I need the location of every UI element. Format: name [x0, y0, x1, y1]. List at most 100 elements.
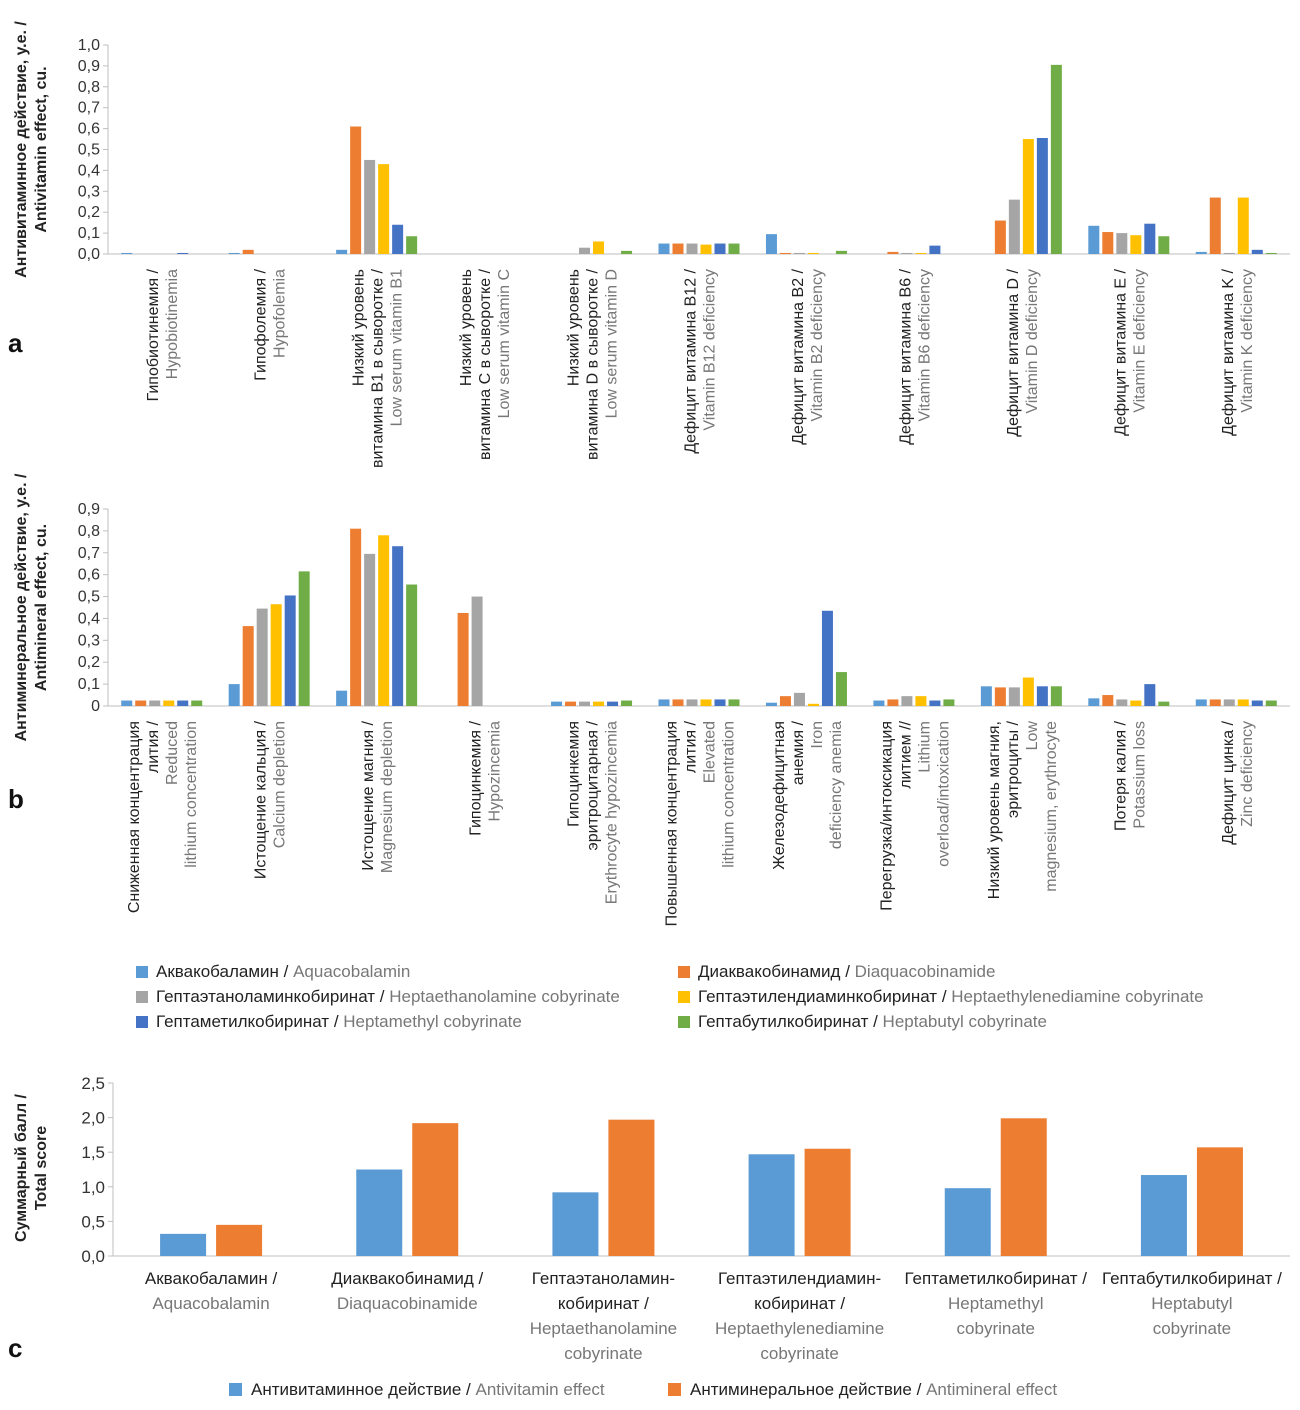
y-tick-label: 0,7: [78, 100, 100, 117]
bar-diaquacobinamide-10: [1209, 197, 1221, 254]
y-tick-label: 0,6: [78, 121, 100, 138]
category-label-4-line-2: Low serum vitamin D: [604, 269, 621, 418]
bar-heptamethyl-0: [177, 700, 189, 706]
category-label-9-line-1: Vitamin E deficiency: [1131, 269, 1148, 413]
category-label-2-line-2: Heptaethanolamine: [530, 1319, 677, 1338]
category-label-2-line-1: кобиринат /: [558, 1294, 649, 1313]
bar-heptamethyl-1: [284, 595, 296, 706]
y-tick-label: 0,9: [78, 58, 100, 75]
category-label-5-line-2: Elevated: [702, 721, 719, 783]
bar-diaquacobinamide-6: [779, 252, 791, 254]
legend-item-c-0: Антивитаминное действие / Antivitamin ef…: [251, 1380, 605, 1399]
bar-heptaethylenediamine-6: [807, 252, 819, 254]
bar-heptabutyl-7: [943, 699, 955, 706]
bar-antivitamin-3: [748, 1154, 795, 1256]
bar-aquacobalamin-5: [658, 243, 670, 254]
bar-heptabutyl-2: [406, 584, 418, 706]
bar-heptamethyl-5: [714, 243, 726, 254]
legend-en: Heptaethanolamine cobyrinate: [389, 987, 620, 1006]
legend-en: Antimineral effect: [926, 1380, 1057, 1399]
category-label-0-line-1: лития /: [145, 720, 162, 773]
bar-heptaethanolamine-5: [686, 699, 698, 706]
y-tick-label: 0,1: [78, 676, 100, 693]
bar-heptaethanolamine-10: [1223, 252, 1235, 254]
category-label-3-line-0: Гипоцинкемия /: [468, 720, 485, 835]
category-label-0-line-2: Reduced: [164, 721, 181, 785]
bar-diaquacobinamide-3: [457, 612, 469, 706]
legend-ru: Гептаэтилендиаминкобиринат: [698, 987, 937, 1006]
category-label-5-line-1: лития /: [683, 720, 700, 773]
category-label-1-line-1: Calcium depletion: [272, 721, 289, 848]
legend-en: Heptabutyl cobyrinate: [883, 1012, 1047, 1031]
bar-aquacobalamin-5: [658, 699, 670, 706]
legend-item-heptamethyl: Гептаметилкобиринат / Heptamethyl cobyri…: [156, 1012, 522, 1031]
y-axis-label-ru: Суммарный балл /: [13, 1093, 30, 1242]
chart-panel-c: 0,0 0,5 1,0 1,5 2,0 2,5 Суммарный балл / Total …: [8, 1074, 1290, 1399]
bar-heptaethanolamine-9: [1116, 699, 1128, 706]
category-label-4-line-2: cobyrinate: [957, 1319, 1035, 1338]
y-tick-label: 0,2: [78, 204, 100, 221]
bar-aquacobalamin-4: [551, 701, 563, 706]
bar-heptabutyl-4: [621, 700, 633, 706]
legend-en: Heptaethylenediamine cobyrinate: [951, 987, 1203, 1006]
bar-antimineral-5: [1196, 1147, 1243, 1256]
legend-item-heptaethylenediamine: Гептаэтилендиаминкобиринат / Heptaethyle…: [698, 987, 1204, 1006]
bar-aquacobalamin-9: [1088, 698, 1100, 706]
category-label-10-line-1: Vitamin K deficiency: [1239, 269, 1256, 413]
category-label-7-line-0: Дефицит витамина B6 /: [897, 268, 914, 444]
bar-antivitamin-5: [1140, 1175, 1187, 1256]
bar-aquacobalamin-0: [121, 252, 133, 254]
category-label-1-line-0: Диаквакобинамид /: [331, 1269, 483, 1288]
bar-diaquacobinamide-5: [672, 699, 684, 706]
category-label-3-line-0: Низкий уровень: [458, 269, 475, 386]
legend-swatch-c-1: [668, 1383, 681, 1396]
bar-diaquacobinamide-10: [1209, 699, 1221, 706]
bar-heptaethylenediamine-6: [807, 703, 819, 706]
panel-label-a: a: [8, 328, 23, 358]
category-label-3-line-3: cobyrinate: [760, 1344, 838, 1363]
category-label-6-line-2: Iron: [809, 721, 826, 749]
y-tick-label: 0,5: [78, 589, 100, 606]
chart-panel-a: 0,0 0,1 0,2 0,3 0,4 0,5 0,6 0,7 0,8 0,9 1,0 Антивит…: [8, 21, 1290, 358]
legend-en: Heptamethyl cobyrinate: [343, 1012, 522, 1031]
bar-heptaethanolamine-9: [1116, 233, 1128, 254]
bar-aquacobalamin-10: [1195, 251, 1207, 254]
legend-swatch-heptaethanolamine: [136, 991, 148, 1003]
category-label-6-line-1: Vitamin B2 deficiency: [809, 269, 826, 422]
bar-aquacobalamin-1: [228, 252, 240, 254]
bar-aquacobalamin-1: [228, 684, 240, 706]
y-tick-label: 0,9: [78, 501, 100, 518]
bar-diaquacobinamide-8: [994, 687, 1006, 706]
category-label-0-line-0: Аквакобаламин /: [145, 1269, 278, 1288]
category-label-3-line-1: витамина C в сыворотке /: [477, 268, 494, 460]
category-label-6-line-1: анемия /: [790, 720, 807, 785]
category-label-5-line-2: cobyrinate: [1153, 1319, 1231, 1338]
bar-heptaethanolamine-2: [364, 159, 376, 254]
panel-label-c: c: [8, 1333, 22, 1363]
bar-heptabutyl-9: [1158, 236, 1170, 254]
bar-aquacobalamin-0: [121, 700, 133, 706]
bar-aquacobalamin-9: [1088, 225, 1100, 254]
y-tick-label: 2,0: [81, 1109, 105, 1128]
bar-heptaethylenediamine-7: [915, 252, 927, 254]
bar-heptamethyl-2: [392, 546, 404, 706]
bar-heptamethyl-8: [1036, 686, 1048, 706]
bar-heptaethanolamine-6: [793, 692, 805, 706]
bar-heptabutyl-4: [621, 250, 633, 254]
bar-heptaethylenediamine-7: [915, 696, 927, 706]
bar-heptamethyl-9: [1144, 223, 1156, 254]
bar-heptamethyl-9: [1144, 684, 1156, 706]
bar-diaquacobinamide-9: [1102, 232, 1114, 254]
category-label-4-line-1: витамина D в сыворотке /: [585, 268, 602, 460]
bar-heptabutyl-10: [1265, 252, 1277, 254]
bar-heptamethyl-0: [177, 252, 189, 254]
legend-swatch-heptabutyl: [678, 1016, 690, 1028]
category-label-7-line-1: литием //: [897, 720, 914, 788]
category-label-5-line-1: Vitamin B12 deficiency: [702, 269, 719, 431]
bar-diaquacobinamide-9: [1102, 695, 1114, 706]
bar-heptabutyl-9: [1158, 701, 1170, 706]
category-label-8-line-3: magnesium, erythrocyte: [1043, 721, 1060, 892]
bar-heptaethanolamine-0: [149, 700, 161, 706]
bar-heptamethyl-10: [1251, 700, 1263, 706]
